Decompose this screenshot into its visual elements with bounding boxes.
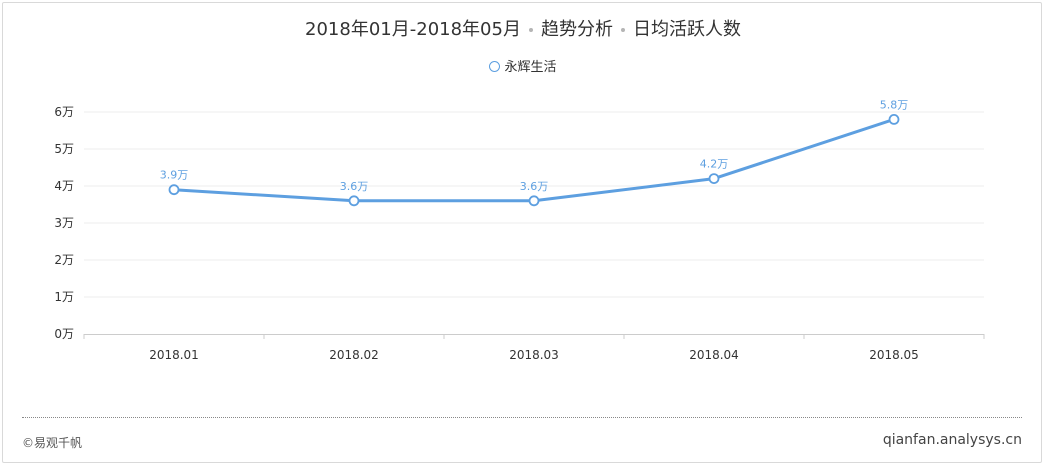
data-point[interactable] xyxy=(348,195,360,207)
data-point[interactable] xyxy=(528,195,540,207)
title-separator-dot xyxy=(620,28,625,32)
x-tick-label: 2018.01 xyxy=(149,348,199,362)
data-point[interactable] xyxy=(888,114,900,125)
data-label: 3.9万 xyxy=(160,169,189,182)
footer-site[interactable]: qianfan.analysys.cn xyxy=(882,432,1022,448)
title-metric: 日均活跃人数 xyxy=(632,19,741,40)
y-tick-label: 2万 xyxy=(54,253,74,267)
data-label: 3.6万 xyxy=(340,180,369,193)
footer-divider xyxy=(22,417,1022,418)
x-tick-label: 2018.02 xyxy=(329,348,379,362)
data-point[interactable] xyxy=(168,184,180,196)
legend-item-series[interactable]: 永辉生活 xyxy=(489,60,557,75)
title-analysis: 趋势分析 xyxy=(540,19,613,40)
x-tick-label: 2018.03 xyxy=(509,348,559,362)
y-tick-label: 4万 xyxy=(54,179,74,193)
data-label: 4.2万 xyxy=(700,158,729,171)
chart-title: 2018年01月-2018年05月 趋势分析 日均活跃人数 xyxy=(0,15,1046,41)
footer-copyright: ©易观千帆 xyxy=(22,436,83,450)
title-period: 2018年01月-2018年05月 xyxy=(305,19,521,40)
data-label: 5.8万 xyxy=(880,98,909,111)
y-tick-label: 1万 xyxy=(54,290,74,304)
legend: 永辉生活 xyxy=(0,56,1046,75)
x-tick-label: 2018.05 xyxy=(869,348,919,362)
x-tick-label: 2018.04 xyxy=(689,348,739,362)
legend-label: 永辉生活 xyxy=(504,60,557,75)
title-separator-dot xyxy=(528,28,533,32)
data-label: 3.6万 xyxy=(520,180,549,193)
legend-circle-icon xyxy=(489,61,501,72)
y-tick-label: 3万 xyxy=(54,216,74,230)
y-tick-label: 6万 xyxy=(54,105,74,119)
y-tick-label: 5万 xyxy=(54,142,74,156)
y-tick-label: 0万 xyxy=(54,327,74,341)
data-point[interactable] xyxy=(708,173,720,185)
